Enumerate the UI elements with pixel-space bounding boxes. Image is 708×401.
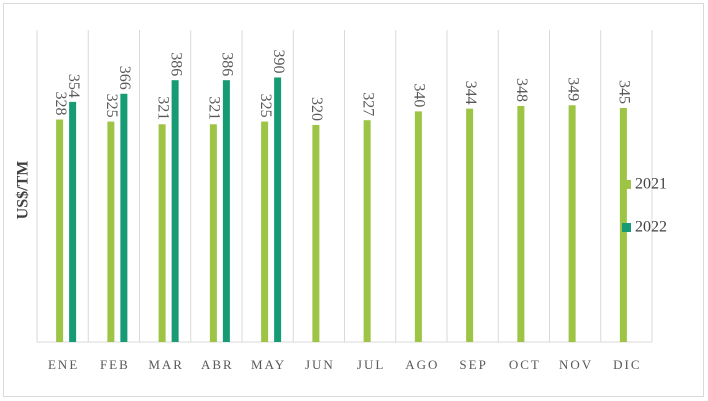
data-label: 386 (167, 52, 184, 76)
data-label: 328 (52, 92, 69, 116)
legend-swatch (622, 223, 631, 232)
data-label: 349 (564, 77, 581, 101)
bar (414, 111, 422, 343)
data-label: 321 (154, 96, 171, 120)
bar (107, 121, 115, 342)
data-label: 366 (116, 66, 133, 90)
bar (517, 105, 525, 343)
bar (363, 120, 371, 342)
x-tick-label: JUN (305, 357, 335, 372)
x-tick-label: NOV (559, 357, 593, 372)
data-label: 386 (219, 52, 236, 76)
data-label: 345 (616, 80, 633, 104)
legend-label: 2021 (635, 176, 667, 193)
legend-swatch (622, 180, 631, 189)
y-axis-label: US$/TM (15, 161, 32, 220)
legend-label: 2022 (635, 219, 667, 236)
bar (312, 124, 320, 343)
bar (69, 101, 77, 342)
bar (222, 80, 230, 342)
data-label: 325 (257, 94, 274, 118)
bar (56, 119, 64, 343)
x-tick-label: DIC (613, 357, 641, 372)
bar (274, 77, 282, 342)
bar (120, 93, 128, 342)
data-label: 390 (270, 49, 287, 73)
x-tick-label: MAY (251, 357, 286, 372)
data-label: 321 (206, 96, 223, 120)
data-label: 327 (359, 92, 376, 116)
data-label: 344 (462, 81, 479, 105)
x-tick-label: FEB (100, 357, 130, 372)
x-tick-label: ABR (201, 357, 234, 372)
bar (568, 105, 576, 342)
x-tick-label: JUL (357, 357, 385, 372)
data-label: 354 (65, 74, 82, 98)
data-label: 325 (103, 94, 120, 118)
bar (158, 124, 166, 342)
data-label: 340 (411, 83, 428, 107)
bar (466, 108, 474, 343)
x-tick-label: OCT (509, 357, 541, 372)
x-tick-label: MAR (148, 357, 184, 372)
bar (209, 124, 217, 342)
data-label: 320 (308, 97, 325, 121)
x-tick-label: SEP (459, 357, 487, 372)
bar (171, 80, 179, 342)
x-tick-label: AGO (405, 357, 439, 372)
x-tick-label: ENE (48, 357, 79, 372)
data-label: 348 (513, 78, 530, 102)
chart-frame (3, 3, 704, 397)
bar (261, 121, 269, 342)
